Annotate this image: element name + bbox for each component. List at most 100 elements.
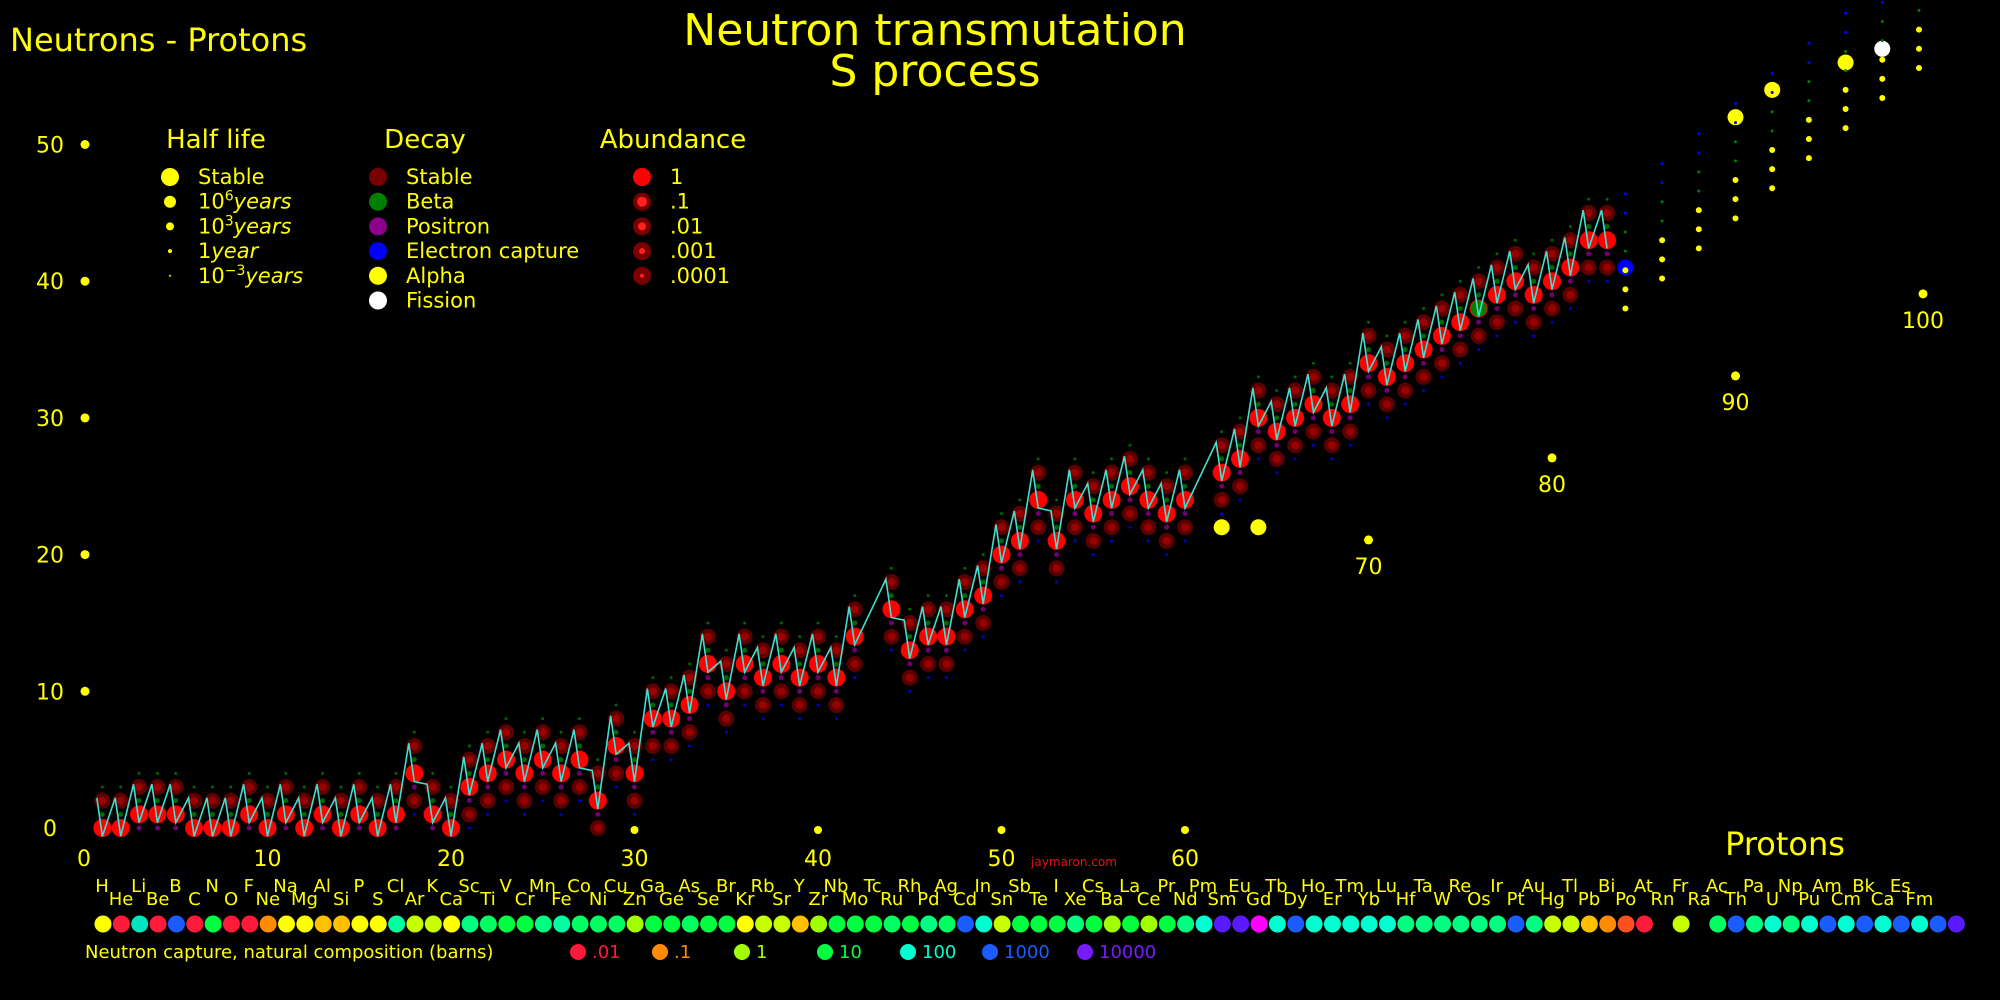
element-symbol-bottom: Zn [623, 889, 647, 910]
heavy-isotope-dot [1807, 60, 1811, 64]
unstable-isotope-dot [1237, 442, 1243, 448]
stable-isotope-ring-core [1529, 263, 1538, 272]
stable-isotope-ring-core [850, 605, 859, 614]
unstable-isotope-dot [467, 744, 471, 748]
capture-cross-section-dot [810, 915, 828, 933]
capture-cross-section-dot [1158, 915, 1176, 933]
unstable-isotope-dot [576, 743, 582, 749]
unstable-isotope-dot [173, 798, 179, 804]
unstable-isotope-dot [1072, 483, 1078, 489]
legend-decay-marker [369, 192, 387, 211]
stable-isotope-ring-core [1346, 427, 1355, 436]
unstable-isotope-dot [1164, 497, 1170, 503]
stable-isotope-ring-core [777, 687, 786, 696]
unstable-isotope-dot [302, 785, 306, 789]
stable-isotope-point [1267, 422, 1286, 441]
stable-isotope-ring-core [135, 782, 144, 791]
stable-isotope-point [588, 791, 607, 810]
unstable-isotope-dot [1109, 511, 1115, 517]
heavy-isotope-dot [1805, 116, 1812, 123]
stable-isotope-ring-core [1548, 304, 1556, 313]
heavy-isotope-dot [1842, 86, 1849, 93]
unstable-isotope-dot [1549, 292, 1555, 298]
unstable-isotope-dot [962, 593, 968, 599]
unstable-isotope-dot [100, 785, 104, 789]
stable-isotope-point [368, 819, 387, 837]
stable-isotope-ring-core [1125, 509, 1134, 518]
stable-isotope-ring-core [245, 782, 254, 791]
element-symbol-top: La [1119, 876, 1140, 897]
heavy-isotope-dot [1805, 155, 1812, 162]
unstable-isotope-dot [265, 811, 270, 817]
stable-isotope-ring-core [1309, 372, 1318, 381]
element-symbol-top: At [1634, 876, 1653, 897]
stable-isotope-point [1120, 477, 1139, 496]
unstable-isotope-dot [1256, 375, 1260, 379]
capture-cross-section-dot [112, 915, 130, 933]
unstable-isotope-dot [540, 743, 546, 749]
capture-legend-marker [1077, 944, 1093, 960]
capture-cross-section-dot [773, 915, 791, 933]
heavy-isotope-dot [1660, 200, 1664, 204]
stable-isotope-ring-core [1217, 495, 1226, 504]
element-symbol-top: Bk [1852, 876, 1875, 897]
capture-cross-section-dot [314, 915, 332, 933]
unstable-isotope-dot [521, 784, 527, 790]
capture-cross-section-dot [1892, 915, 1910, 933]
capture-cross-section-dot [1525, 915, 1543, 933]
capture-cross-section-dot [1635, 915, 1653, 933]
heavy-isotope-dot [1880, 19, 1884, 23]
unstable-isotope-dot [1402, 347, 1408, 353]
unstable-isotope-dot [1513, 320, 1517, 324]
stable-isotope-ring-core [1254, 441, 1263, 450]
element-symbol-bottom: Po [1615, 889, 1636, 910]
element-number-marker [1364, 535, 1373, 545]
element-symbol-top: Y [793, 876, 806, 897]
stable-isotope-ring-core [685, 728, 694, 737]
y-tick-label: 40 [36, 270, 64, 295]
stable-isotope-ring-core [116, 796, 125, 805]
unstable-isotope-dot [1220, 430, 1224, 434]
stable-isotope-point [1396, 354, 1415, 373]
unstable-isotope-dot [540, 770, 546, 776]
capture-cross-section-dot [938, 915, 956, 933]
unstable-isotope-dot [320, 798, 326, 804]
unstable-isotope-dot [1000, 594, 1003, 598]
capture-cross-section-dot [278, 915, 295, 933]
stable-isotope-ring-core [1217, 441, 1226, 450]
element-symbol-bottom: Dy [1283, 889, 1308, 910]
unstable-isotope-dot [614, 785, 618, 789]
element-symbol-bottom: Ti [479, 889, 495, 910]
stable-isotope-ring-core [758, 700, 767, 709]
unstable-isotope-dot [595, 784, 601, 790]
stable-isotope-ring-core [1584, 208, 1593, 217]
unstable-isotope-dot [1293, 457, 1297, 461]
capture-legend-label: 10 [839, 942, 862, 963]
unstable-isotope-dot [706, 703, 710, 707]
stable-isotope-ring-core [153, 782, 162, 791]
element-symbol-bottom: Ca [1871, 889, 1895, 910]
stable-isotope-point [1139, 490, 1158, 509]
unstable-isotope-dot [1036, 539, 1040, 543]
capture-cross-section-dot [901, 915, 919, 933]
radioactive-isotope-point [1470, 300, 1487, 317]
heavy-isotope-dot [1622, 267, 1629, 274]
heavy-isotope-dot [1844, 11, 1848, 15]
capture-cross-section-dot [516, 915, 534, 933]
unstable-isotope-dot [1402, 374, 1408, 380]
unstable-isotope-dot [356, 798, 362, 804]
unstable-isotope-dot [394, 771, 398, 775]
element-symbol-bottom: Th [1724, 889, 1747, 910]
unstable-isotope-dot [852, 620, 858, 626]
stable-isotope-ring-core [758, 646, 767, 655]
unstable-isotope-dot [1421, 360, 1427, 366]
unstable-isotope-dot [541, 799, 545, 803]
legend-half-life-label: 103years [198, 213, 292, 238]
element-symbol-bottom: Nd [1173, 889, 1198, 910]
element-symbol-bottom: Ca [439, 889, 463, 910]
stable-isotope-point [1029, 490, 1048, 509]
capture-cross-section-dot [1030, 915, 1048, 933]
stable-isotope-point [735, 654, 754, 673]
stable-isotope-ring-core [1474, 331, 1483, 340]
element-symbol-bottom: C [188, 889, 201, 910]
